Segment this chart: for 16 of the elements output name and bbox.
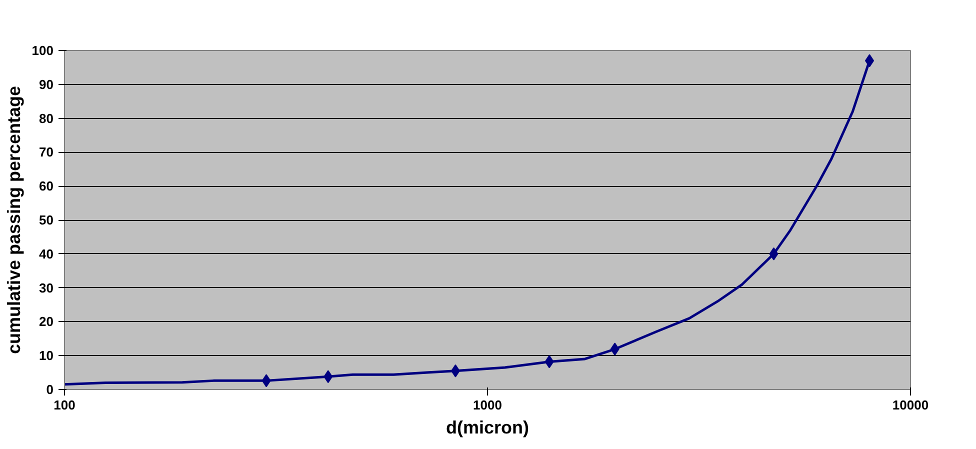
- y-tick-label: 0: [46, 382, 54, 397]
- x-tick-label: 1000: [473, 398, 502, 412]
- y-tick-label: 80: [39, 110, 54, 126]
- y-tick-label: 40: [39, 246, 54, 262]
- y-tick-label: 100: [32, 43, 54, 58]
- x-tick-label: 10000: [892, 398, 929, 412]
- y-tick-label: 60: [39, 178, 54, 194]
- y-tick-label: 50: [39, 212, 54, 228]
- y-tick-label: 70: [39, 144, 54, 160]
- y-tick-label: 20: [39, 314, 54, 330]
- y-tick-label: 10: [39, 348, 54, 364]
- y-axis-title: cumulative passing percentage: [4, 86, 24, 354]
- x-axis-title: d(micron): [446, 418, 530, 438]
- y-tick-label: 90: [39, 76, 54, 92]
- y-tick-label: 30: [39, 280, 54, 296]
- x-tick-label: 100: [54, 398, 76, 412]
